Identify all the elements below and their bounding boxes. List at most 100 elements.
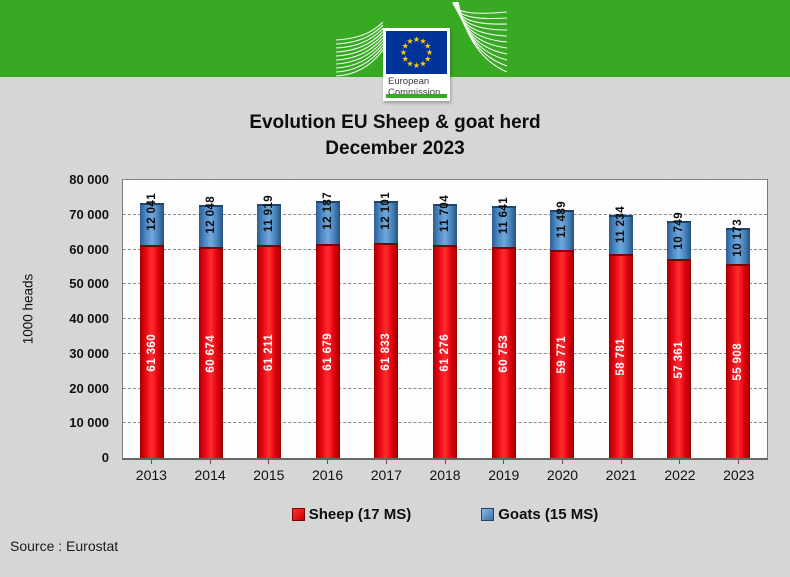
bar-group: 55 908 10 173 xyxy=(708,180,767,458)
chart-title-line2: December 2023 xyxy=(325,137,465,159)
bar-group: 57 361 10 749 xyxy=(650,180,709,458)
chart-title: Evolution EU Sheep & goat herd December … xyxy=(0,110,790,161)
eu-star-icon xyxy=(406,37,414,44)
x-axis-labels: 2013 2014 2015 2016 2017 2018 2019 2020 2021 2022… xyxy=(122,467,768,483)
x-tick-slot xyxy=(298,460,357,465)
chart-title-line1: Evolution EU Sheep & goat herd xyxy=(249,112,541,133)
gridline xyxy=(123,179,767,180)
sheep-value-label: 55 908 xyxy=(731,343,744,381)
bars-layer: 61 360 12 041 60 674 12 048 61 211 11 919 61 6… xyxy=(123,180,767,458)
ec-logo-rays-right-icon xyxy=(452,2,508,78)
goats-value-label: 12 187 xyxy=(321,191,334,230)
sheep-bar-segment: 57 361 xyxy=(667,258,692,458)
x-tick-label: 2013 xyxy=(135,467,167,483)
x-tick xyxy=(385,460,387,464)
sheep-bar-segment: 55 908 xyxy=(725,263,750,458)
legend-item-goats: Goats (15 MS) xyxy=(481,506,598,523)
x-tick-slot xyxy=(357,460,416,465)
sheep-bar-segment: 61 211 xyxy=(257,245,282,458)
stacked-bar: 60 753 xyxy=(491,206,516,458)
goats-value-label: 11 704 xyxy=(439,195,451,233)
x-tick-slot xyxy=(709,460,768,465)
rays-left-svg xyxy=(336,21,384,77)
x-tick-label: 2017 xyxy=(370,467,402,483)
stacked-bar: 61 679 xyxy=(315,201,340,458)
legend-label-sheep: Sheep (17 MS) xyxy=(308,506,412,523)
x-tick-slot xyxy=(651,460,710,465)
sheep-value-label: 61 360 xyxy=(146,333,159,372)
ec-logo-text: European Commission xyxy=(383,74,450,99)
goats-bar-segment xyxy=(608,214,633,254)
goats-value-label: 10 749 xyxy=(673,211,686,250)
sheep-value-label: 61 679 xyxy=(321,333,334,371)
rays-right-svg xyxy=(452,2,508,73)
sheep-bar-segment: 61 833 xyxy=(374,243,399,458)
x-tick-slot xyxy=(239,460,298,465)
ec-logo-text-line1: European xyxy=(388,76,430,87)
plot-area: 61 360 12 041 60 674 12 048 61 211 11 919 61 6… xyxy=(122,179,768,460)
goats-bar-segment xyxy=(725,228,750,264)
eu-star-icon xyxy=(400,49,407,56)
y-tick-label: 20 000 xyxy=(69,380,109,396)
ec-logo-rays-left-icon xyxy=(336,20,384,78)
goats-bar-segment xyxy=(433,204,457,246)
x-tick-slot xyxy=(533,460,592,465)
goats-bar-segment xyxy=(491,206,516,247)
goats-value-label: 11 489 xyxy=(556,201,569,239)
eu-star-icon xyxy=(424,42,431,49)
goats-bar-segment xyxy=(667,221,692,259)
y-tick-label: 70 000 xyxy=(69,206,109,222)
y-tick-label: 50 000 xyxy=(69,276,109,292)
stacked-bar: 60 674 xyxy=(198,205,223,458)
eu-star-icon xyxy=(424,55,431,62)
sheep-bar-segment: 58 781 xyxy=(608,253,633,458)
sheep-value-label: 61 833 xyxy=(380,332,393,371)
stacked-bar: 61 211 xyxy=(257,203,282,458)
sheep-bar-segment: 60 753 xyxy=(491,246,516,458)
x-tick-slot xyxy=(122,460,181,465)
sheep-value-label: 60 674 xyxy=(204,334,217,373)
source-note: Source : Eurostat xyxy=(10,538,119,554)
y-tick-label: 30 000 xyxy=(69,345,109,361)
x-tick xyxy=(503,460,505,464)
y-tick-label: 60 000 xyxy=(69,241,109,257)
goats-value-label: 11 641 xyxy=(497,197,510,235)
x-tick-label: 2023 xyxy=(723,467,755,483)
eu-star-icon xyxy=(402,55,409,62)
sheep-bar-segment: 59 771 xyxy=(550,250,575,458)
stacked-bar: 55 908 xyxy=(725,228,750,458)
goats-bar-segment xyxy=(374,201,399,244)
goats-value-label: 12 101 xyxy=(380,191,393,230)
x-axis-ticks xyxy=(122,460,768,465)
x-tick xyxy=(620,460,622,464)
goats-value-label: 12 041 xyxy=(146,193,159,231)
stacked-bar: 61 833 xyxy=(374,201,399,458)
sheep-bar-segment: 61 276 xyxy=(433,245,457,458)
stacked-bar: 61 360 xyxy=(140,202,165,458)
x-tick xyxy=(150,460,152,464)
bar-group: 58 781 11 234 xyxy=(591,180,650,458)
x-tick-slot xyxy=(181,460,240,465)
sheep-value-label: 61 276 xyxy=(439,333,451,372)
ec-logo: European Commission xyxy=(383,28,450,101)
goats-value-label: 11 919 xyxy=(263,194,276,232)
ec-logo-text-line2: Commission xyxy=(388,86,441,98)
x-tick xyxy=(679,460,681,464)
x-tick-slot xyxy=(592,460,651,465)
eu-star-icon xyxy=(426,49,433,56)
goats-value-label: 11 234 xyxy=(614,205,627,243)
x-tick-label: 2015 xyxy=(253,467,285,483)
eu-star-icon xyxy=(419,37,427,44)
bar-group: 61 679 12 187 xyxy=(299,180,358,458)
goats-bar-segment xyxy=(550,210,575,251)
bar-group: 61 833 12 101 xyxy=(357,180,416,458)
bar-group: 60 753 11 641 xyxy=(474,180,533,458)
eu-star-icon xyxy=(402,42,409,49)
eu-star-icon xyxy=(406,60,414,67)
x-tick-slot xyxy=(416,460,475,465)
x-tick-label: 2016 xyxy=(311,467,344,483)
stacked-bar: 61 276 xyxy=(433,204,457,458)
y-tick-label: 40 000 xyxy=(69,311,109,326)
y-tick-label: 10 000 xyxy=(69,415,109,431)
